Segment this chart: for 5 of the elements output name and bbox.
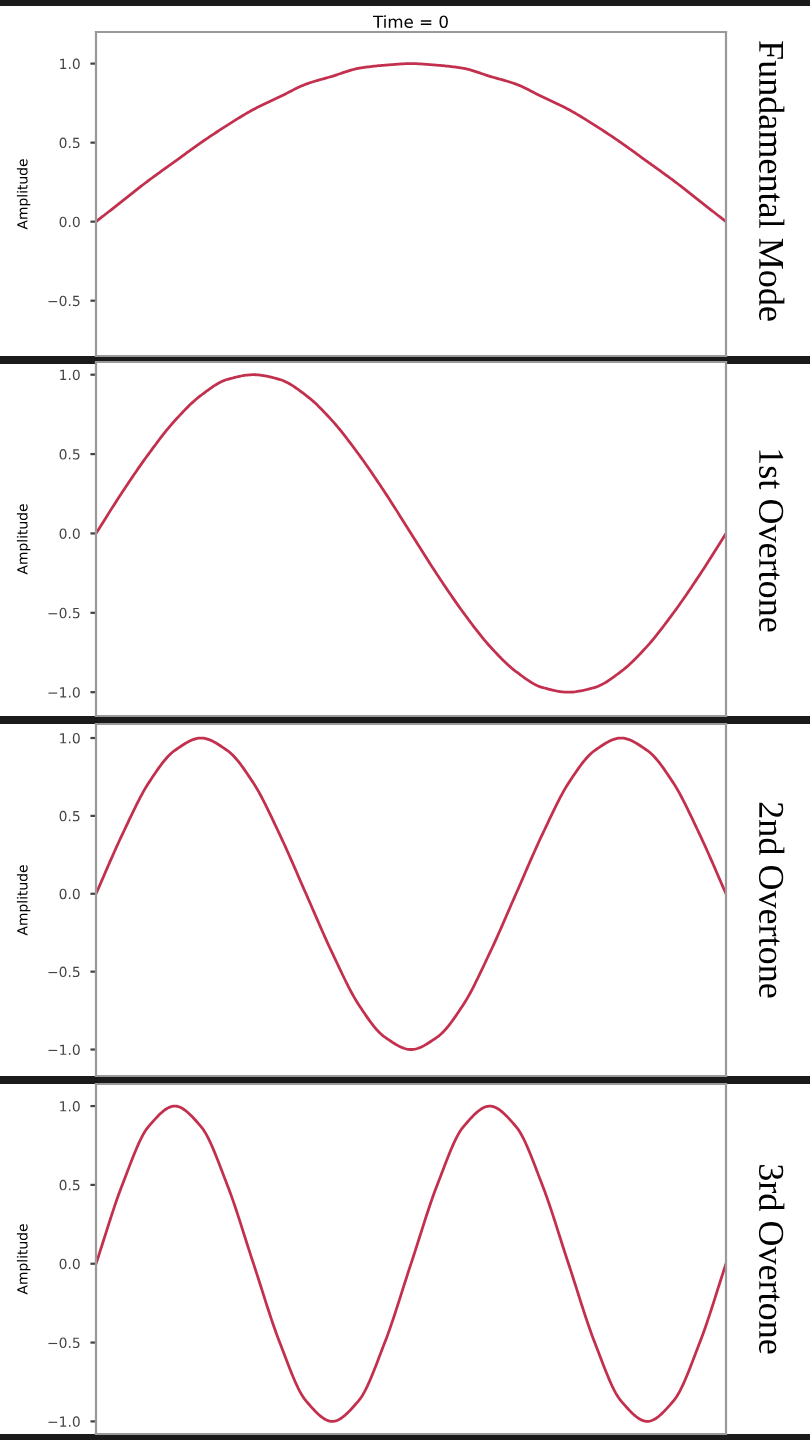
chart-title: Time = 0 — [372, 15, 448, 29]
text: 3rd Overtone — [758, 1164, 785, 1354]
text: Fundamental Mode — [758, 41, 785, 321]
text: 1st Overtone — [758, 450, 784, 632]
text: 2nd Overtone — [758, 802, 785, 998]
